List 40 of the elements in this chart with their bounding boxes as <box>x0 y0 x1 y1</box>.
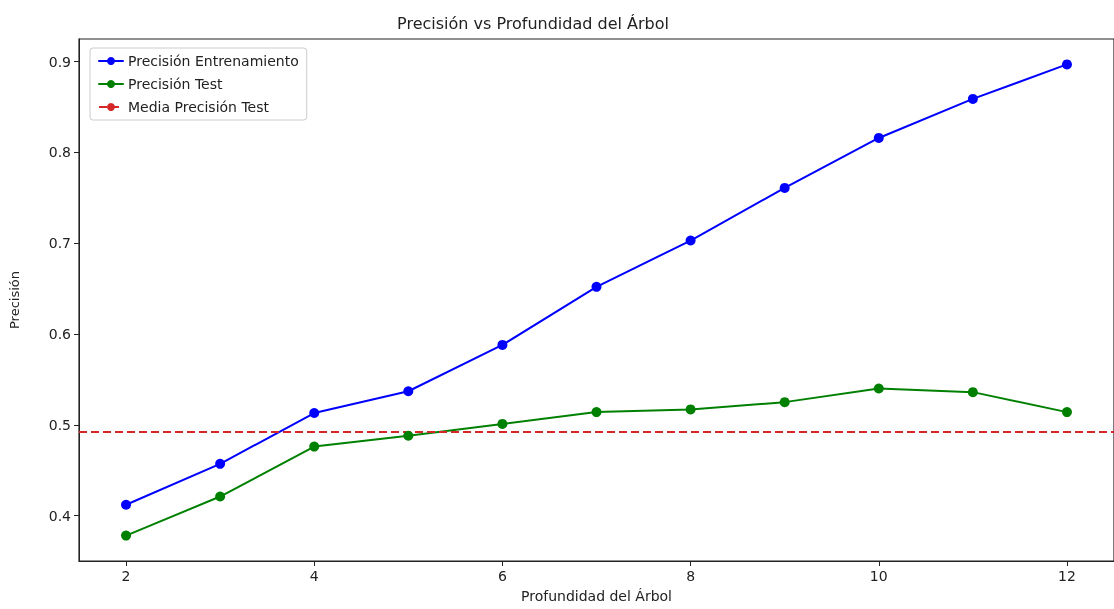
point <box>1061 407 1072 418</box>
x-tick-label: 10 <box>869 568 888 584</box>
point <box>215 458 226 469</box>
legend-label: Precisión Entrenamiento <box>128 53 299 69</box>
x-tick-label: 12 <box>1058 568 1076 584</box>
point <box>497 339 508 350</box>
point <box>403 386 414 397</box>
y-tick-label: 0.9 <box>48 53 71 70</box>
y-tick-label: 0.7 <box>48 235 71 252</box>
point <box>215 491 226 502</box>
point <box>591 281 602 292</box>
point <box>403 430 414 441</box>
point <box>1061 59 1072 70</box>
x-tick-label: 6 <box>497 568 507 584</box>
legend-label: Media Precisión Test <box>128 99 270 115</box>
point <box>591 407 602 418</box>
x-tick-label: 8 <box>686 568 696 584</box>
y-tick-label: 0.8 <box>48 144 71 161</box>
x-tick-label: 4 <box>309 568 319 584</box>
y-tick-label: 0.6 <box>48 326 72 343</box>
point <box>967 387 978 398</box>
chart-title: Precisión vs Profundidad del Árbol <box>397 13 669 33</box>
point <box>685 235 696 246</box>
point <box>121 499 132 510</box>
point <box>685 404 696 415</box>
point <box>779 182 790 193</box>
y-tick-label: 0.5 <box>48 416 71 433</box>
y-axis-title: Precisión <box>7 270 22 330</box>
legend-label: Precisión Test <box>128 76 223 92</box>
y-tick-label: 0.4 <box>48 507 72 524</box>
point <box>121 530 132 541</box>
point <box>873 383 884 394</box>
point <box>967 93 978 104</box>
point <box>779 397 790 408</box>
x-axis-title: Profundidad del Árbol <box>521 588 672 604</box>
point <box>873 132 884 143</box>
x-tick-label: 2 <box>121 568 131 584</box>
point <box>309 441 320 452</box>
point <box>309 408 320 419</box>
point <box>497 418 508 429</box>
